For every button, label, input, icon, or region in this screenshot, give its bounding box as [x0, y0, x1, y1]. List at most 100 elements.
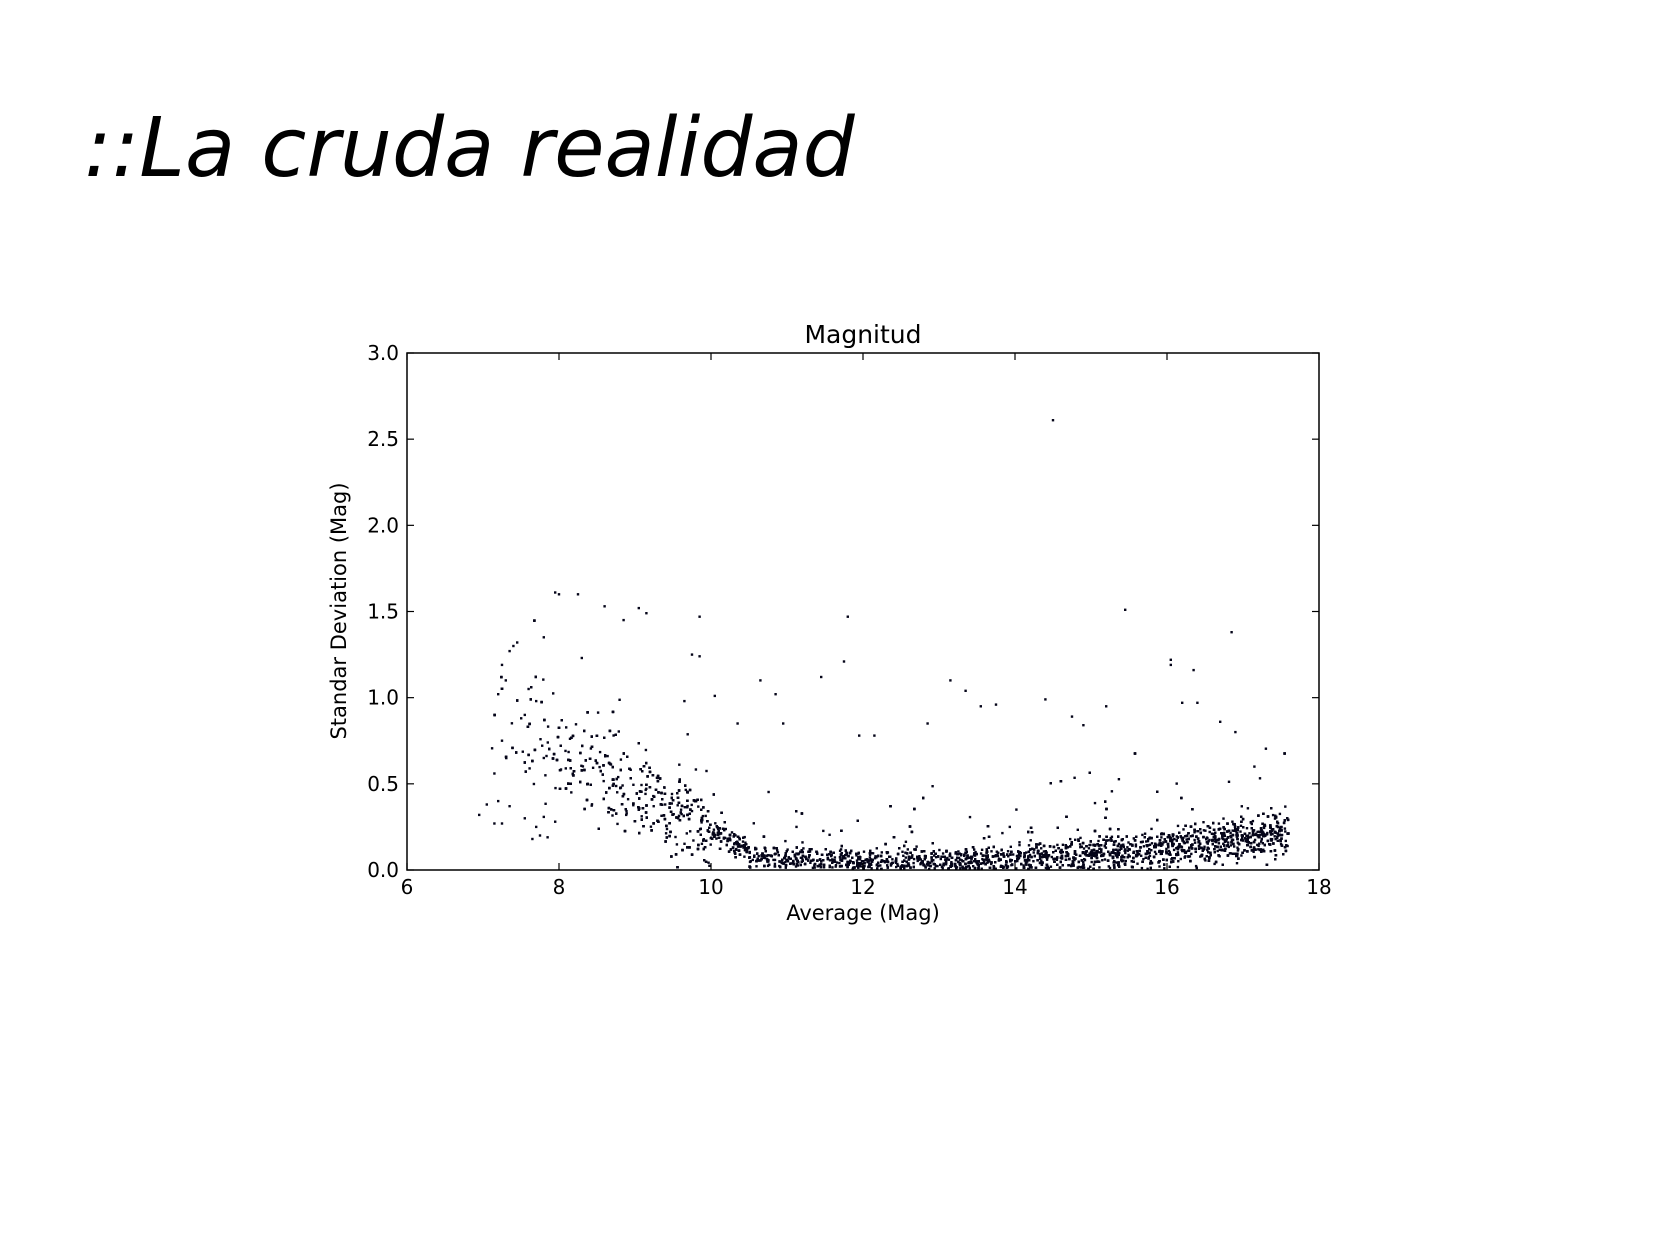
- scatter-point: [726, 837, 729, 841]
- scatter-point: [1239, 830, 1242, 833]
- scatter-point: [1249, 835, 1252, 839]
- scatter-point: [1113, 866, 1116, 869]
- scatter-point: [1125, 835, 1128, 838]
- scatter-point: [1246, 807, 1250, 810]
- scatter-point: [745, 850, 749, 854]
- scatter-point: [534, 675, 537, 679]
- scatter-point: [1179, 835, 1182, 838]
- scatter-point: [1250, 827, 1253, 830]
- scatter-point: [656, 779, 660, 783]
- scatter-point: [1012, 853, 1015, 856]
- scatter-point: [1226, 822, 1229, 825]
- scatter-point: [1221, 848, 1224, 852]
- scatter-point: [1056, 843, 1059, 847]
- scatter-point: [1054, 857, 1057, 860]
- scatter-point: [856, 863, 859, 866]
- scatter-point: [1015, 808, 1018, 811]
- scatter-point: [1077, 839, 1080, 842]
- scatter-point: [964, 862, 967, 866]
- scatter-point: [855, 864, 859, 868]
- scatter-point: [940, 855, 943, 858]
- scatter-point: [819, 865, 822, 869]
- scatter-point: [828, 859, 832, 862]
- scatter-point: [760, 857, 763, 861]
- scatter-point: [554, 820, 557, 823]
- scatter-point: [1140, 840, 1144, 844]
- scatter-point: [554, 591, 557, 594]
- scatter-point: [1169, 658, 1172, 661]
- scatter-point: [799, 863, 802, 867]
- scatter-point: [1009, 845, 1012, 848]
- scatter-point: [808, 848, 811, 851]
- scatter-point: [1117, 861, 1120, 864]
- scatter-point: [677, 814, 681, 817]
- scatter-point: [770, 855, 773, 858]
- scatter-point: [639, 768, 642, 771]
- scatter-point: [1113, 860, 1116, 863]
- scatter-point: [1100, 848, 1103, 852]
- scatter-point: [1066, 852, 1069, 855]
- scatter-point: [1231, 838, 1235, 842]
- scatter-point: [1253, 765, 1256, 768]
- scatter-point: [929, 861, 932, 864]
- scatter-point: [680, 812, 683, 816]
- scatter-point: [964, 851, 967, 854]
- scatter-point: [763, 856, 767, 860]
- scatter-point: [1266, 839, 1270, 843]
- scatter-point: [564, 787, 568, 790]
- scatter-point: [1244, 837, 1247, 840]
- scatter-point: [1103, 844, 1106, 848]
- scatter-point: [838, 861, 841, 865]
- scatter-point: [1198, 842, 1202, 845]
- scatter-point: [851, 867, 854, 871]
- scatter-point: [1175, 782, 1178, 785]
- scatter-point: [683, 842, 686, 845]
- scatter-point: [804, 855, 807, 859]
- scatter-point: [795, 862, 798, 866]
- scatter-point: [1260, 850, 1263, 853]
- scatter-point: [899, 867, 902, 871]
- scatter-point: [810, 859, 813, 862]
- scatter-point: [764, 847, 767, 850]
- scatter-point: [1147, 857, 1150, 860]
- scatter-point: [1154, 845, 1157, 849]
- scatter-point: [1274, 858, 1277, 861]
- scatter-point: [726, 839, 729, 843]
- scatter-point: [984, 854, 987, 857]
- scatter-point: [954, 865, 957, 868]
- scatter-point: [668, 806, 671, 809]
- scatter-point: [1262, 850, 1266, 853]
- scatter-point: [844, 849, 847, 852]
- scatter-point: [669, 810, 673, 813]
- scatter-point: [1158, 865, 1161, 868]
- scatter-point: [985, 848, 988, 851]
- scatter-point: [1223, 840, 1227, 843]
- scatter-point: [1136, 862, 1139, 865]
- scatter-point: [1204, 829, 1207, 832]
- scatter-point: [662, 814, 666, 817]
- scatter-point: [1217, 838, 1220, 842]
- scatter-point: [1120, 847, 1123, 850]
- scatter-point: [988, 866, 992, 869]
- scatter-point: [1070, 863, 1074, 866]
- scatter-point: [490, 747, 494, 750]
- scatter-point: [968, 815, 972, 819]
- scatter-point: [564, 749, 567, 753]
- scatter-point: [773, 858, 777, 862]
- scatter-point: [736, 722, 739, 725]
- scatter-point: [1152, 855, 1156, 858]
- scatter-point: [1084, 853, 1087, 856]
- scatter-point: [1070, 841, 1073, 844]
- scatter-point: [957, 856, 961, 860]
- scatter-point: [1060, 848, 1063, 852]
- scatter-point: [1237, 826, 1240, 829]
- scatter-point: [1226, 836, 1230, 839]
- scatter-point: [1237, 857, 1240, 860]
- scatter-point: [785, 850, 788, 853]
- scatter-point: [934, 856, 938, 859]
- scatter-point: [778, 860, 781, 863]
- scatter-point: [718, 827, 721, 830]
- scatter-point: [870, 867, 873, 870]
- scatter-point: [1049, 782, 1052, 785]
- scatter-point: [767, 860, 770, 863]
